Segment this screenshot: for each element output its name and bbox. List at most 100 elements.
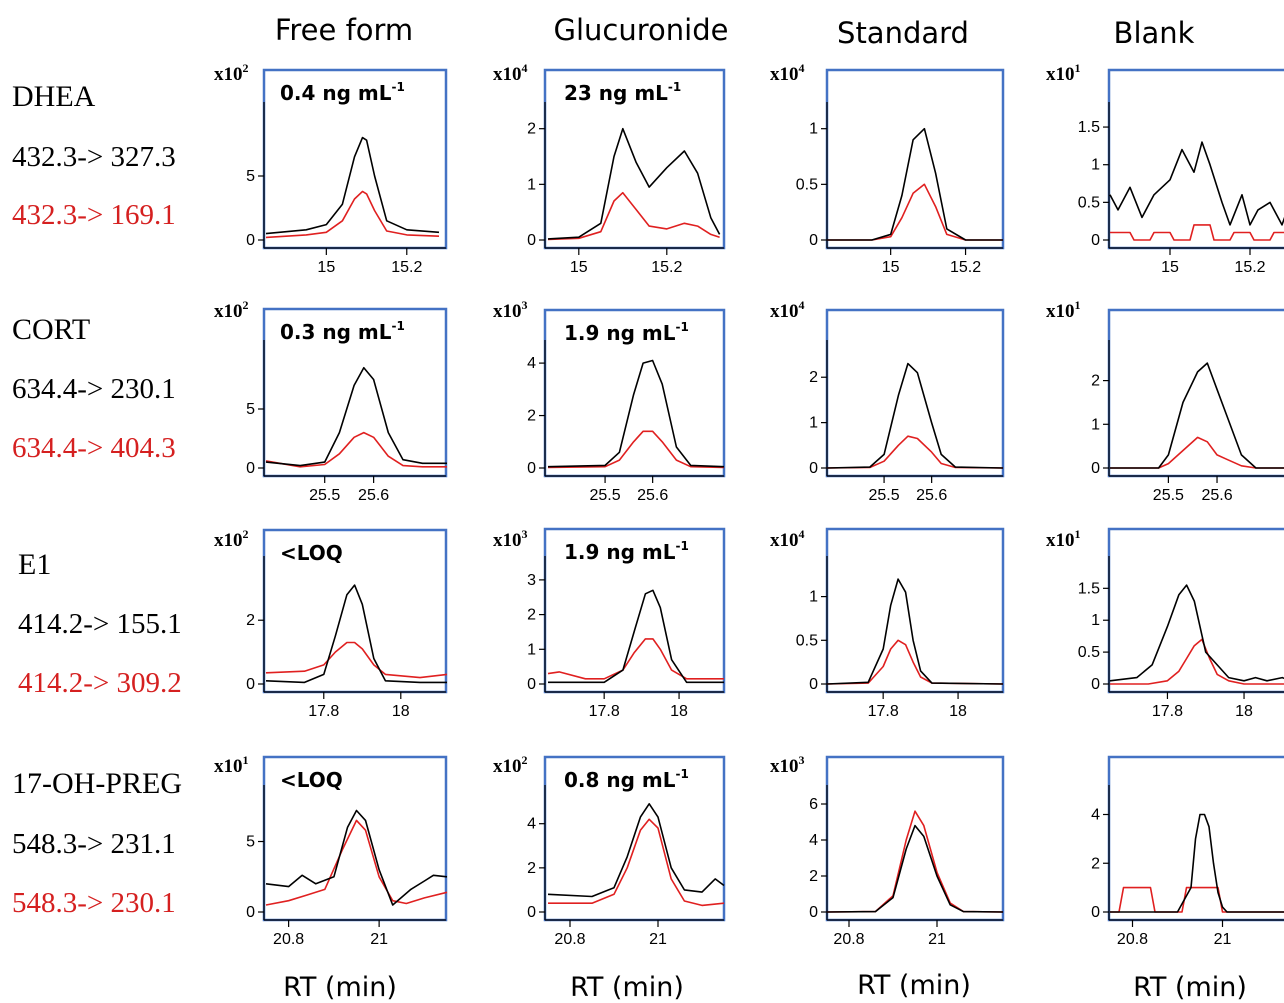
x-axis-label-standard: RT (min) (857, 970, 971, 1001)
y-tick-label: 2 (527, 607, 536, 624)
column-header-free-form: Free form (275, 13, 413, 47)
y-tick-label: 0 (527, 232, 536, 249)
panel-frame (1107, 68, 1284, 250)
chromatogram-panel-r1-blank: 0 1 2 25.5 25.6 x101 (1046, 298, 1284, 504)
y-tick-label: 4 (809, 832, 818, 849)
column-header-blank: Blank (1114, 16, 1195, 50)
chromatogram-panel-r0-standard: 0 0.5 1 15 15.2 x104 (770, 61, 1005, 276)
y-tick-label: 0 (809, 232, 818, 249)
x-tick-label: 21 (370, 931, 388, 948)
chromatogram-panel-r2-free-form: 0 2 17.8 18 x102 <LOQ (214, 527, 448, 720)
x-axis-label-blank: RT (min) (1133, 972, 1247, 1003)
column-header-glucuronide: Glucuronide (554, 13, 729, 47)
panel-frame (1107, 308, 1284, 478)
qualifier-trace (547, 638, 724, 680)
qualifier-trace (827, 183, 1003, 241)
x-tick-label: 18 (392, 703, 410, 720)
quantifier-trace (826, 578, 1004, 685)
chromatogram-panel-r0-free-form: 0 5 15 15.2 x102 0.4 ng mL-1 (214, 61, 448, 276)
concentration-label: <LOQ (280, 541, 343, 565)
y-tick-label: 0 (246, 676, 255, 693)
y-tick-label: 1.5 (1078, 119, 1100, 136)
qualifier-trace (265, 190, 440, 239)
x-tick-label: 15.2 (391, 259, 422, 276)
y-tick-label: 4 (527, 816, 536, 833)
x-tick-label: 15 (570, 259, 588, 276)
qualifier-trace (1110, 436, 1284, 469)
panel-frame (825, 68, 1005, 250)
chromatogram-panel-r2-glucuronide: 0 1 2 3 17.8 18 x103 1.9 ng mL-1 (493, 527, 726, 720)
intensity-scale-label: x103 (493, 527, 528, 551)
x-tick-label: 25.5 (1153, 487, 1184, 504)
quantifier-transition-e1: 414.2-> 155.1 (18, 608, 182, 640)
y-tick-label: 0 (1091, 676, 1100, 693)
y-tick-label: 0 (527, 676, 536, 693)
chromatogram-panel-r3-blank: 0 2 4 20.8 21 (1091, 755, 1284, 948)
y-tick-label: 4 (527, 355, 536, 372)
concentration-label: 0.3 ng mL-1 (280, 319, 405, 344)
y-tick-label: 2 (1091, 373, 1100, 390)
intensity-scale-label: x101 (1046, 298, 1081, 322)
x-tick-label: 20.8 (833, 931, 864, 948)
y-tick-label: 1 (1091, 416, 1100, 433)
x-tick-label: 15.2 (651, 259, 682, 276)
x-tick-label: 25.6 (1201, 487, 1232, 504)
qualifier-trace (826, 639, 1004, 685)
y-tick-label: 2 (527, 121, 536, 138)
y-tick-label: 5 (246, 834, 255, 851)
y-tick-label: 1 (1091, 157, 1100, 174)
intensity-scale-label: x104 (770, 298, 805, 322)
qualifier-trace (826, 435, 1004, 469)
chromatogram-panel-r2-standard: 0 0.5 1 17.8 18 x104 (770, 527, 1005, 720)
analyte-name-cort: CORT (12, 313, 90, 346)
y-tick-label: 4 (1091, 807, 1100, 824)
chromatogram-panel-r3-free-form: 0 5 20.8 21 x101 <LOQ (214, 753, 448, 948)
intensity-scale-label: x102 (214, 61, 249, 85)
qualifier-trace (1110, 638, 1284, 685)
column-header-standard: Standard (837, 16, 969, 50)
quantifier-trace (1110, 362, 1284, 469)
y-tick-label: 0 (246, 232, 255, 249)
y-tick-label: 1 (809, 589, 818, 606)
y-tick-label: 5 (246, 401, 255, 418)
x-tick-label: 25.5 (590, 487, 621, 504)
intensity-scale-label: x104 (493, 61, 528, 85)
x-tick-label: 25.5 (869, 487, 900, 504)
y-tick-label: 2 (809, 369, 818, 386)
y-tick-label: 6 (809, 796, 818, 813)
qualifier-trace (548, 818, 725, 907)
quantifier-trace (265, 809, 448, 906)
y-tick-label: 2 (1091, 855, 1100, 872)
x-tick-label: 25.6 (637, 487, 668, 504)
intensity-scale-label: x102 (493, 753, 528, 777)
concentration-label: 0.8 ng mL-1 (564, 767, 689, 792)
chromatogram-panel-r0-glucuronide: 0 1 2 15 15.2 x104 23 ng mL-1 (493, 61, 726, 276)
concentration-label: <LOQ (280, 768, 343, 792)
y-tick-label: 0.5 (1078, 644, 1100, 661)
y-tick-label: 0.5 (1078, 194, 1100, 211)
quantifier-trace (827, 127, 1003, 241)
x-tick-label: 25.5 (309, 487, 340, 504)
concentration-label: 1.9 ng mL-1 (564, 539, 689, 564)
qualifier-trace (265, 819, 448, 906)
intensity-scale-label: x104 (770, 61, 805, 85)
quantifier-trace (1110, 813, 1284, 913)
y-tick-label: 5 (246, 168, 255, 185)
x-tick-label: 25.6 (358, 487, 389, 504)
y-tick-label: 1 (809, 121, 818, 138)
intensity-scale-label: x101 (1046, 527, 1081, 551)
panel-frame (825, 755, 1005, 922)
qualifier-trace (547, 430, 725, 469)
y-tick-label: 2 (809, 868, 818, 885)
x-tick-label: 17.8 (589, 703, 620, 720)
y-tick-label: 0 (527, 904, 536, 921)
qualifier-trace (1110, 224, 1284, 241)
x-tick-label: 21 (649, 931, 667, 948)
y-tick-label: 2 (527, 860, 536, 877)
intensity-scale-label: x103 (770, 753, 805, 777)
y-tick-label: 1 (1091, 612, 1100, 629)
x-tick-label: 18 (670, 703, 688, 720)
x-tick-label: 21 (1214, 931, 1232, 948)
